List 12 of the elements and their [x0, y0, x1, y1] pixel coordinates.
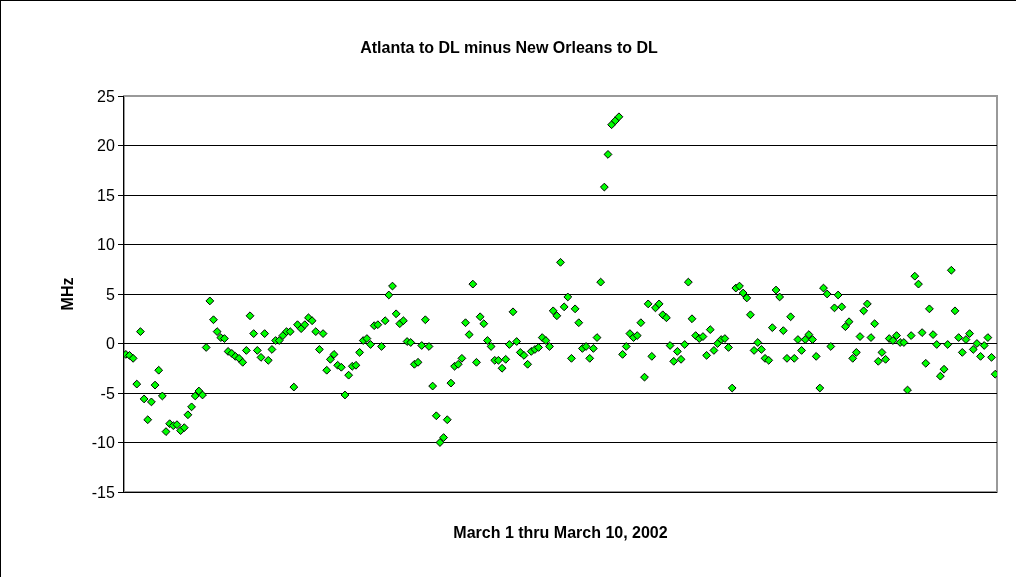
y-tick-label: 25 — [97, 87, 115, 105]
y-tick-label: -5 — [100, 384, 115, 402]
y-tick-label: 10 — [97, 236, 115, 254]
y-tick-label: 5 — [105, 285, 115, 303]
chart-title: Atlanta to DL minus New Orleans to DL — [360, 38, 658, 56]
y-tick-label: 15 — [97, 186, 115, 204]
y-tick-label: 0 — [105, 335, 115, 353]
y-tick-label: -10 — [91, 434, 115, 452]
y-axis-title: MHz — [58, 277, 76, 311]
y-tick-label: -15 — [91, 483, 115, 501]
y-tick-label: 20 — [97, 137, 115, 155]
x-axis-title: March 1 thru March 10, 2002 — [453, 523, 668, 541]
